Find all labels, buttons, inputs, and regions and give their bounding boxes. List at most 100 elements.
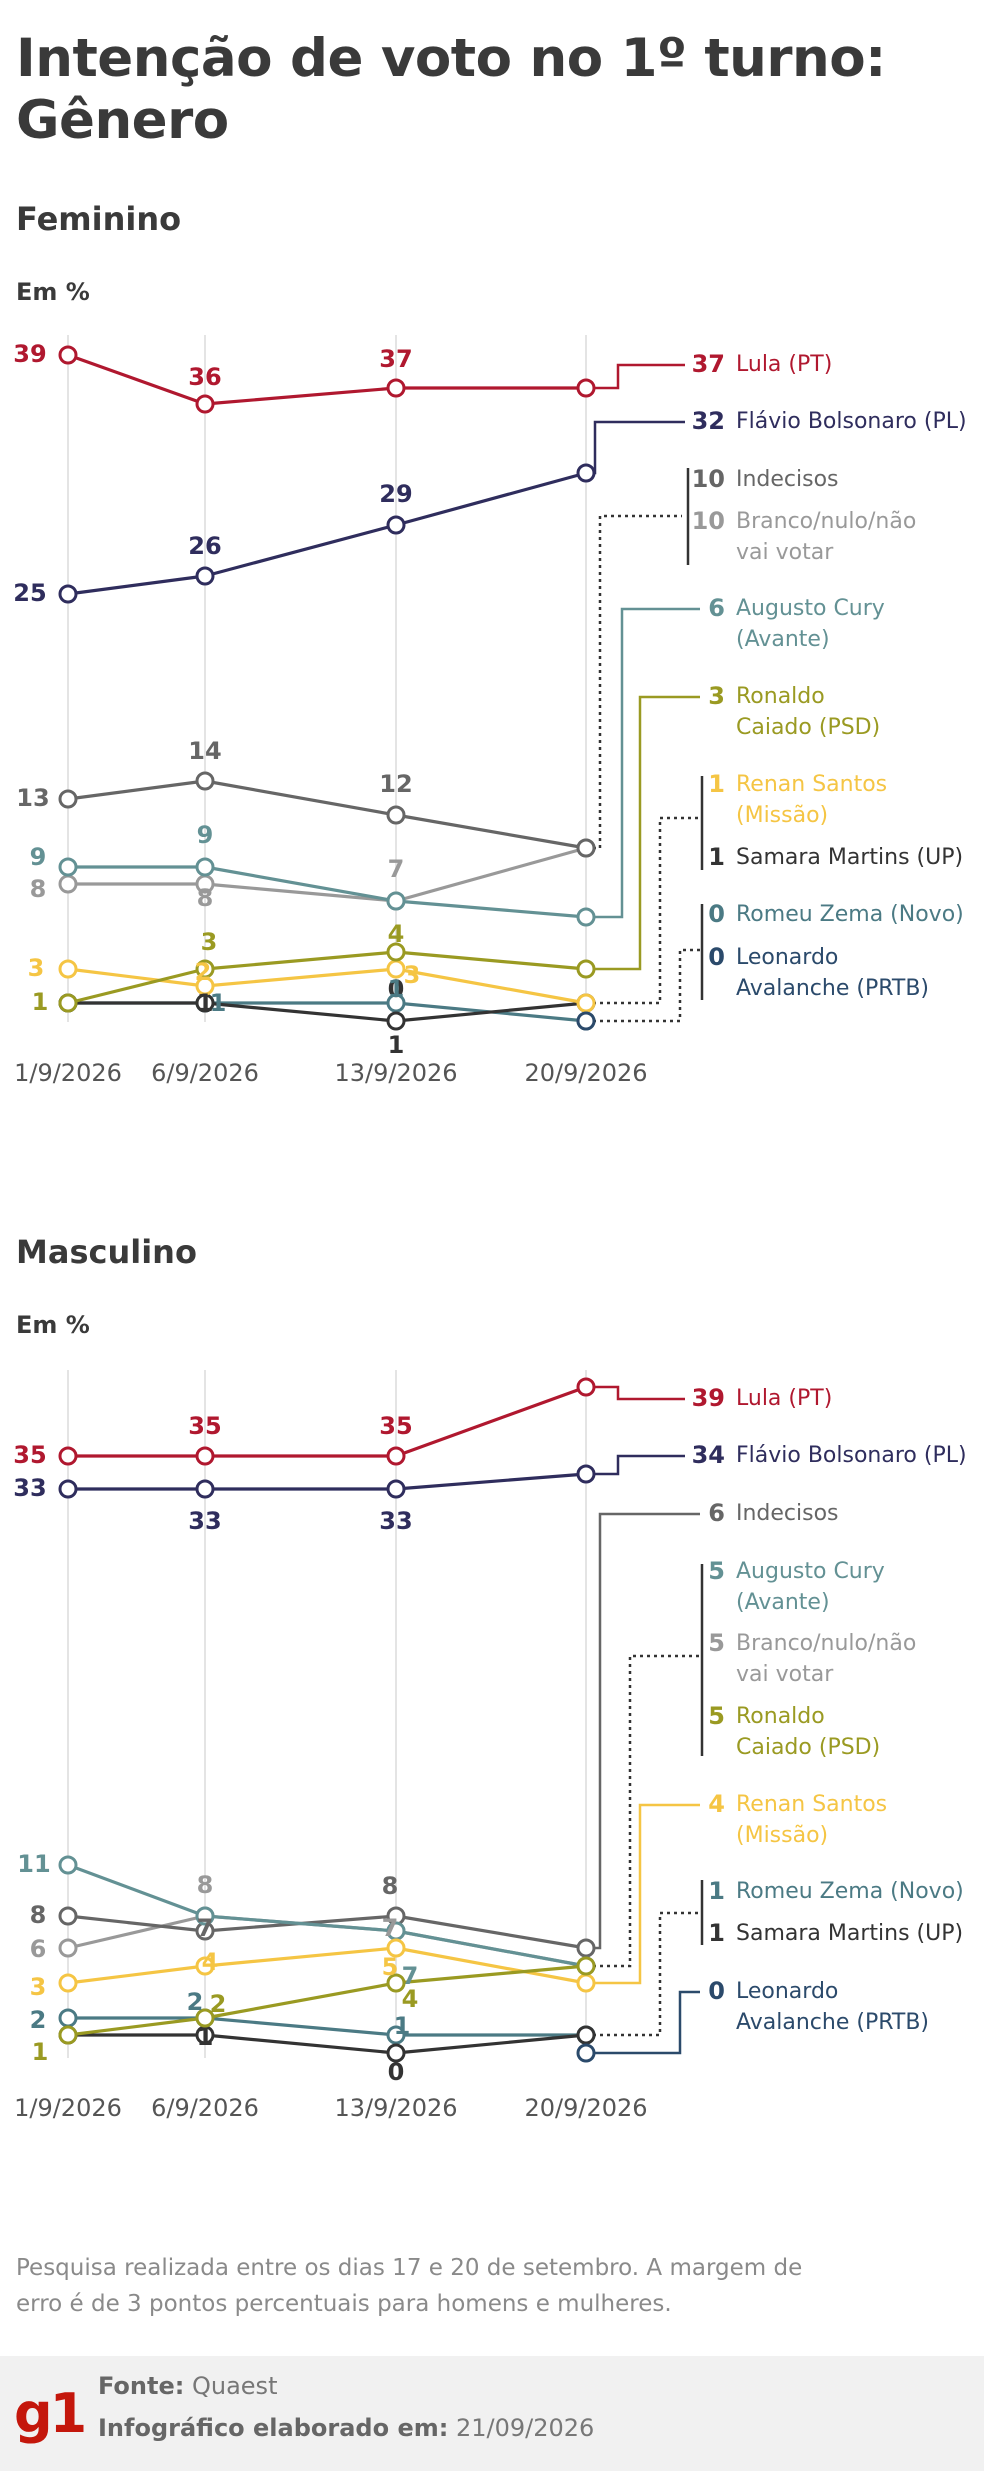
data-point-cury [576, 907, 596, 927]
legend-value-lula: 39 [692, 1384, 725, 1412]
data-point-caiado [195, 2008, 215, 2028]
legend-value-indecisos: 6 [708, 1499, 725, 1527]
data-label-indecisos: 7 [197, 1914, 214, 1942]
data-point-cury [195, 1906, 215, 1926]
data-label-lula: 36 [188, 363, 221, 391]
series-line-lula [67, 353, 586, 406]
data-point-renan [58, 959, 78, 979]
series-line-samara [68, 1001, 587, 1023]
series-line-flavio [68, 1472, 587, 1491]
series-line-caiado [67, 1964, 587, 2037]
legend-value-flavio: 32 [692, 407, 725, 435]
data-point-samara [386, 2043, 406, 2063]
data-point-renan [576, 1973, 596, 1993]
legend-connector-flavio [586, 1454, 685, 1476]
legend-connector-avalanche [586, 948, 700, 1023]
data-point-zema [386, 2025, 406, 2045]
data-label-cury: 7 [402, 1962, 419, 1990]
series-line-indecisos [67, 1914, 587, 1950]
legend-label-indecisos: Indecisos [736, 467, 839, 492]
legend-label-cury: Augusto Cury [736, 596, 885, 621]
data-point-flavio [576, 1464, 596, 1484]
made-label: Infográfico elaborado em: [98, 2414, 449, 2442]
source-value: Quaest [191, 2372, 278, 2400]
data-point-indecisos [576, 1938, 596, 1958]
data-label-renan: 3 [28, 954, 45, 982]
data-label-indecisos: 12 [379, 770, 412, 798]
data-point-flavio [386, 1479, 406, 1499]
data-label-flavio: 25 [13, 579, 46, 607]
data-label-samara: 0 [388, 2058, 405, 2086]
data-label-indecisos: 14 [188, 737, 221, 765]
data-point-renan [195, 1956, 215, 1976]
legend-label-flavio: Flávio Bolsonaro (PL) [736, 1443, 967, 1468]
legend-label-caiado: Caiado (PSD) [736, 1735, 880, 1760]
data-label-branco: 7 [382, 1914, 399, 1942]
legend-label-zema: Romeu Zema (Novo) [736, 1879, 964, 1904]
series-line-branco [68, 846, 587, 903]
data-label-caiado: 2 [210, 1990, 227, 2018]
legend-label-lula: Lula (PT) [736, 1386, 832, 1411]
data-point-flavio [195, 566, 215, 586]
data-label-renan: 2 [195, 958, 212, 986]
data-point-lula [58, 345, 78, 365]
legend-label-flavio: Flávio Bolsonaro (PL) [736, 409, 967, 434]
data-label-samara: 0 [388, 975, 405, 1003]
x-tick-label: 6/9/2026 [151, 2094, 259, 2122]
data-label-zema: 2 [30, 2006, 47, 2034]
data-point-flavio [386, 515, 406, 535]
data-point-caiado [386, 1973, 406, 1993]
legend-value-zema: 0 [708, 900, 725, 928]
legend-connector-cury [586, 607, 700, 919]
legend-label-renan: (Missão) [736, 803, 828, 828]
data-label-renan: 3 [404, 961, 421, 989]
data-point-flavio [58, 1479, 78, 1499]
legend-label-branco: Branco/nulo/não [736, 509, 916, 534]
legend-value-branco: 5 [708, 1629, 725, 1657]
data-label-lula: 37 [379, 345, 412, 373]
source-line: Fonte: Quaest [98, 2372, 277, 2400]
data-label-indecisos: 8 [382, 1872, 399, 1900]
data-label-samara: 1 [388, 1031, 405, 1059]
series-line-lula [68, 1385, 587, 1458]
g1-logo: g1 [14, 2382, 87, 2445]
data-point-renan [58, 1973, 78, 1993]
data-point-caiado [576, 1956, 596, 1976]
legend-label-cury: (Avante) [736, 1590, 830, 1615]
legend-value-avalanche: 0 [708, 943, 725, 971]
data-label-caiado: 4 [402, 1985, 419, 2013]
data-label-indecisos: 8 [30, 1901, 47, 1929]
source-label: Fonte: [98, 2372, 185, 2400]
data-point-caiado [58, 993, 78, 1013]
legend-value-indecisos: 10 [692, 465, 725, 493]
data-label-cury: 9 [30, 843, 47, 871]
legend-label-renan: Renan Santos [736, 1792, 887, 1817]
data-point-lula [195, 394, 215, 414]
data-label-caiado: 1 [32, 988, 49, 1016]
series-line-renan [67, 1946, 587, 1985]
data-point-avalanche [576, 1011, 596, 1031]
legend-value-zema: 1 [708, 1877, 725, 1905]
legend-connector-samara [586, 816, 700, 1005]
data-point-flavio [195, 1479, 215, 1499]
x-tick-label: 13/9/2026 [334, 2094, 457, 2122]
legend-value-samara: 1 [708, 843, 725, 871]
x-tick-label: 1/9/2026 [14, 1059, 122, 1087]
data-point-zema [386, 993, 406, 1013]
unit-label-feminino: Em % [16, 278, 90, 306]
data-point-flavio [576, 463, 596, 483]
data-point-cury [386, 891, 406, 911]
data-label-flavio: 33 [188, 1507, 221, 1535]
data-point-renan [576, 993, 596, 1013]
legend-label-avalanche: Leonardo [736, 945, 838, 970]
data-label-samara: 1 [197, 2023, 214, 2051]
footer: g1 Fonte: Quaest Infográfico elaborado e… [0, 2356, 984, 2471]
data-point-caiado [386, 942, 406, 962]
legend-connector-caiado [586, 695, 700, 971]
data-label-samara: 1 [197, 989, 214, 1017]
data-label-flavio: 33 [13, 1474, 46, 1502]
data-label-branco: 7 [388, 855, 405, 883]
data-point-branco [58, 1938, 78, 1958]
data-label-zema: 1 [388, 975, 405, 1003]
